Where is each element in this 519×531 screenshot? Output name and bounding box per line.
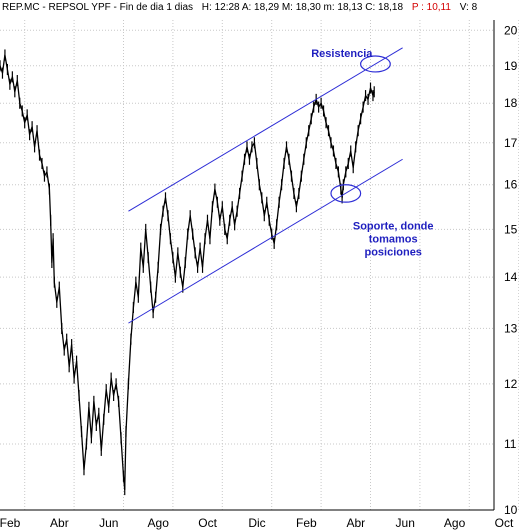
- y-tick-label: 10: [504, 503, 518, 517]
- x-tick-label: Abr: [50, 516, 69, 530]
- x-tick-label: Jun: [99, 516, 118, 530]
- plot-frame: [0, 20, 495, 511]
- x-tick-label: Jun: [396, 516, 415, 530]
- annotations: Resistencia Soporte, donde tomamos posicion…: [311, 48, 433, 259]
- x-tick-label: Dic: [248, 516, 265, 530]
- header-quote: H: 12:28 A: 18,29 M: 18,30 m: 18,13 C: 1…: [202, 2, 404, 13]
- y-tick-label: 18: [504, 96, 518, 110]
- x-tick-label: Feb: [296, 516, 317, 530]
- x-tick-label: Oct: [198, 516, 217, 530]
- support-ellipse: [330, 184, 362, 203]
- annotation-line: Resistencia: [311, 48, 373, 60]
- y-tick-label: 16: [504, 178, 518, 192]
- annotation-line: posiciones: [364, 246, 421, 258]
- x-tick-label: Ago: [444, 516, 466, 530]
- y-axis: 10 11 12 13 14 15 16 17 18 19 20: [504, 23, 518, 517]
- annotation-resistance: Resistencia: [311, 48, 373, 60]
- series-layer: [0, 49, 375, 496]
- y-tick-label: 20: [504, 23, 518, 37]
- trend-channel: [128, 47, 403, 324]
- annotation-line: Soporte, donde: [353, 220, 434, 232]
- x-tick-label: Ago: [148, 516, 170, 530]
- y-tick-label: 13: [504, 321, 518, 335]
- x-tick-label: Oct: [495, 516, 514, 530]
- support-line: [128, 158, 403, 324]
- y-tick-label: 11: [504, 437, 517, 451]
- x-tick-label: Abr: [346, 516, 365, 530]
- annotation-line: tomamos: [369, 233, 418, 245]
- resistance-ellipse: [360, 55, 391, 73]
- header-text: REP.MC - REPSOL YPF - Fin de dia 1 dias …: [2, 2, 478, 13]
- resistance-line: [128, 47, 403, 212]
- x-tick-label: Feb: [0, 516, 21, 530]
- header-quote-red: P : 10,11: [412, 2, 452, 13]
- y-tick-label: 17: [504, 136, 518, 150]
- x-axis: Feb Abr Jun Ago Oct Dic Feb Abr Jun Ago Oct: [0, 516, 514, 530]
- y-tick-label: 14: [504, 270, 518, 284]
- y-tick-label: 15: [504, 222, 518, 236]
- y-tick-label: 19: [504, 59, 518, 73]
- annotation-support: Soporte, donde tomamos posiciones: [353, 220, 434, 258]
- header-symbol: REP.MC - REPSOL YPF - Fin de dia 1 dias: [2, 2, 193, 13]
- header-quote-tail: V: 8: [460, 2, 478, 13]
- highlight-ellipses: [330, 55, 391, 203]
- y-tick-label: 12: [504, 377, 518, 391]
